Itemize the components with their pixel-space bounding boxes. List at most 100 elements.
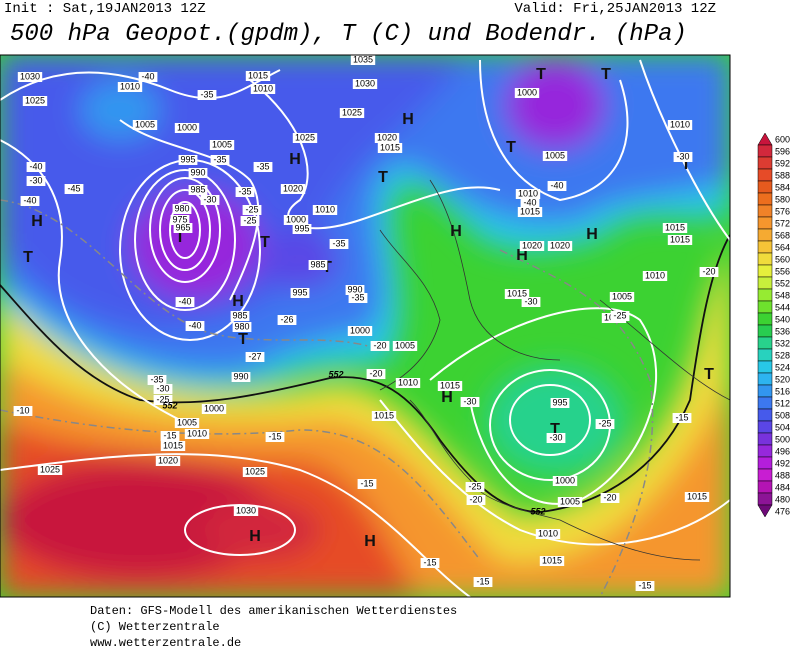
colorbar-label: 496: [775, 446, 790, 456]
colorbar-segment: [757, 420, 773, 434]
colorbar-label: 592: [775, 158, 790, 168]
colorbar-label: 492: [775, 458, 790, 468]
colorbar-label: 484: [775, 482, 790, 492]
label-box: [667, 235, 693, 245]
label-box: [64, 184, 84, 194]
temperature-label: -30: [676, 151, 689, 161]
temperature-label: -15: [476, 576, 489, 586]
label-box: [153, 395, 173, 405]
isobar-label: 1020: [377, 132, 397, 142]
label-box: [519, 241, 545, 251]
temperature-label: -25: [598, 418, 611, 428]
label-box: [277, 315, 297, 325]
label-box: [552, 476, 578, 486]
label-box: [292, 224, 312, 234]
isobar-label: 1015: [374, 410, 394, 420]
label-box: [642, 271, 668, 281]
isobar-label: 1005: [545, 150, 565, 160]
isobar-label: 1000: [286, 214, 306, 224]
map-title: 500 hPa Geopot.(gpdm), T (C) und Bodendr…: [10, 21, 687, 48]
isobar-label: 985: [190, 184, 205, 194]
temperature-label: -45: [67, 183, 80, 193]
temperature-label: -30: [29, 175, 42, 185]
label-box: [201, 404, 227, 414]
label-box: [609, 292, 635, 302]
label-box: [197, 90, 217, 100]
temperature-label: -20: [469, 494, 482, 504]
label-box: [348, 293, 368, 303]
label-box: [542, 151, 568, 161]
pressure-center: H: [586, 226, 598, 243]
isobar-label: 1000: [555, 475, 575, 485]
temperature-label: -15: [268, 431, 281, 441]
label-box: [242, 205, 262, 215]
pressure-center: T: [681, 156, 691, 173]
colorbar-segment: [757, 456, 773, 470]
colorbar-label: 512: [775, 398, 790, 408]
colorbar-label: 480: [775, 494, 790, 504]
label-box: [392, 341, 418, 351]
colorbar-label: 524: [775, 362, 790, 372]
isobar-label: 1010: [315, 204, 335, 214]
label-box: [395, 378, 421, 388]
colorbar-label: 552: [775, 278, 790, 288]
temperature-label: -25: [243, 215, 256, 225]
temperature-label: -35: [213, 154, 226, 164]
label-box: [117, 82, 143, 92]
label-box: [240, 216, 260, 226]
colorbar-label: 576: [775, 206, 790, 216]
label-box: [357, 479, 377, 489]
label-box: [312, 205, 338, 215]
label-box: [280, 184, 306, 194]
isobar-label: 1035: [353, 54, 373, 64]
label-box: [138, 72, 158, 82]
label-box: [17, 72, 43, 82]
isobar-label: 1015: [440, 380, 460, 390]
label-box: [209, 140, 235, 150]
isobar-label: 1020: [550, 240, 570, 250]
temperature-label: -20: [373, 340, 386, 350]
pressure-center: T: [378, 169, 388, 186]
isobar-label: 1015: [163, 440, 183, 450]
isobar-label: 1015: [520, 206, 540, 216]
label-box: [245, 352, 265, 362]
temperature-label: -30: [463, 396, 476, 406]
isobar-label: 1000: [204, 403, 224, 413]
label-box: [283, 215, 309, 225]
label-box: [420, 558, 440, 568]
temperature-label: -40: [23, 195, 36, 205]
isobar-label: 1000: [517, 87, 537, 97]
label-box: [515, 189, 541, 199]
label-box: [174, 418, 200, 428]
colorbar-label: 560: [775, 254, 790, 264]
label-box: [595, 419, 615, 429]
temperature-label: -25: [613, 310, 626, 320]
colorbar-segment: [757, 240, 773, 254]
label-box: [374, 133, 400, 143]
contour-552: [0, 234, 730, 513]
colorbar-segment: [757, 396, 773, 410]
temperature-label: -20: [369, 368, 382, 378]
label-box: [26, 162, 46, 172]
temperature-label: -15: [423, 557, 436, 567]
label-box: [557, 497, 583, 507]
isobar-label: 995: [294, 223, 309, 233]
label-box: [245, 71, 271, 81]
temperature-label: -35: [351, 292, 364, 302]
label-box: [265, 432, 285, 442]
colorbar-label: 528: [775, 350, 790, 360]
temperature-label: -30: [156, 383, 169, 393]
pressure-center: T: [175, 229, 185, 246]
label-box: [174, 123, 200, 133]
label-box: [350, 55, 376, 65]
isobar-label: 1015: [507, 288, 527, 298]
label-box: [185, 321, 205, 331]
pressure-center: H: [289, 151, 301, 168]
temperature-label: -40: [550, 180, 563, 190]
temperature-label: -35: [238, 186, 251, 196]
map-frame: [0, 54, 731, 598]
temperature-label: -40: [523, 197, 536, 207]
label-box: [172, 204, 192, 214]
isobar-label: 1025: [40, 464, 60, 474]
colorbar-label: 588: [775, 170, 790, 180]
